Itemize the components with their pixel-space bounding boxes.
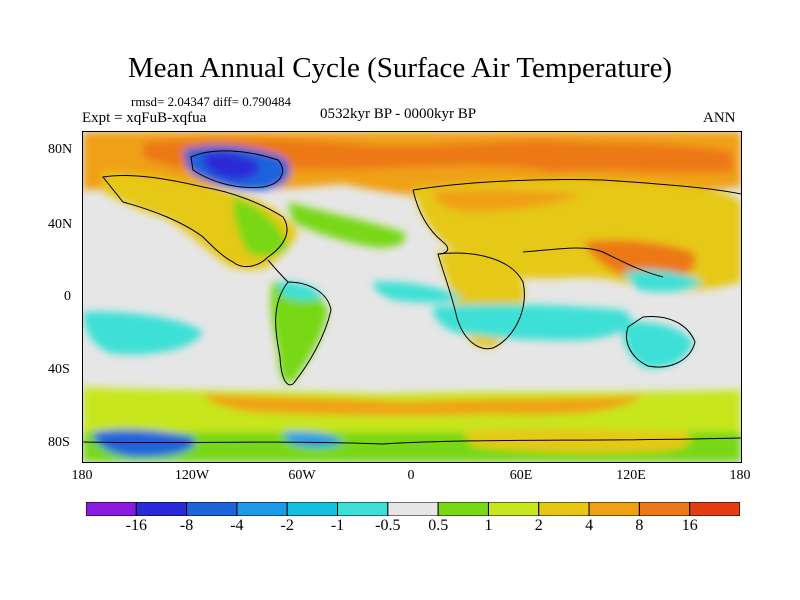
colorbar-label: -4 — [230, 517, 244, 534]
coastlines — [83, 150, 741, 445]
colorbar-label: -0.5 — [375, 517, 401, 534]
colorbar-swatch — [437, 502, 489, 516]
colorbar-swatch — [135, 502, 188, 516]
period-label: 0532kyr BP - 0000kyr BP — [320, 106, 477, 122]
season-label: ANN — [703, 110, 736, 126]
colorbar-label: -2 — [280, 517, 294, 534]
lat-tick-40s: 40S — [48, 362, 70, 377]
colorbar-label: -1 — [330, 517, 345, 534]
colorbar-swatch — [689, 502, 740, 516]
colorbar-swatch — [286, 502, 339, 516]
colorbar-swatch — [236, 502, 288, 516]
lon-tick-0: 0 — [407, 468, 415, 483]
antarctica-cold-region — [93, 429, 195, 458]
colorbar-swatch — [186, 502, 238, 516]
australia-cool-region — [622, 321, 693, 369]
indian-ocean-cool-region — [433, 304, 631, 341]
colorbar — [86, 502, 740, 516]
experiment-label: Expt = xqFuB-xqfua — [82, 110, 207, 126]
colorbar-label: 2 — [534, 517, 543, 534]
lon-tick-180e: 180 — [729, 468, 751, 483]
colorbar-swatch — [538, 502, 590, 516]
north-atlantic-region — [288, 202, 406, 248]
indonesia-cool-region — [623, 270, 703, 292]
colorbar-label: 4 — [585, 517, 594, 534]
eurasia-warm-region — [433, 189, 583, 212]
colorbar-swatch — [86, 502, 137, 516]
south-pacific-cool-region — [83, 311, 203, 355]
canada-very-cold-region — [203, 152, 260, 180]
figure-title: Mean Annual Cycle (Surface Air Temperatu… — [127, 52, 673, 84]
colorbar-label: -16 — [125, 517, 147, 534]
lat-tick-40n: 40N — [48, 217, 73, 232]
south-america-region — [270, 282, 328, 383]
lon-tick-120w: 120W — [174, 468, 210, 483]
lat-tick-80n: 80N — [48, 142, 73, 157]
colorbar-label: 0.5 — [428, 517, 449, 534]
colorbar-swatch — [588, 502, 640, 516]
temperature-anomaly-map — [82, 131, 742, 463]
north-america-east-region — [233, 197, 288, 257]
lon-tick-60w: 60W — [288, 468, 316, 483]
arctic-hot-region — [143, 138, 733, 173]
lat-tick-0: 0 — [64, 289, 71, 304]
lon-tick-180w: 180 — [71, 468, 93, 483]
lon-tick-60e: 60E — [509, 468, 533, 483]
colorbar-label: 8 — [635, 517, 644, 534]
atlantic-cool-region — [373, 281, 463, 303]
colorbar-label: -8 — [179, 517, 194, 534]
colorbar-swatch — [638, 502, 691, 516]
colorbar-label: 16 — [681, 517, 698, 534]
colorbar-swatch — [387, 502, 439, 516]
lat-tick-80s: 80S — [48, 435, 70, 450]
southern-ocean-warm-region — [203, 394, 643, 416]
amazon-cool-region — [278, 281, 323, 301]
colorbar-swatch — [337, 502, 389, 516]
lon-tick-120e: 120E — [616, 468, 646, 483]
colorbar-label: 1 — [484, 517, 493, 534]
colorbar-swatch — [487, 502, 540, 516]
east-antarctica-region — [463, 429, 691, 453]
antarctica-cool-region — [283, 431, 343, 448]
stats-label: rmsd= 2.04347 diff= 0.790484 — [131, 94, 291, 109]
